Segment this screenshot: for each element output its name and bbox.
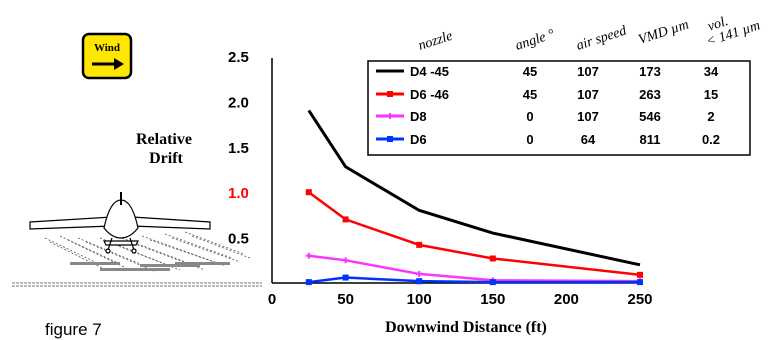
right-arrow-icon [92, 58, 124, 70]
legend-cell-angle: 0 [526, 132, 533, 147]
legend-cell-air: 64 [581, 132, 596, 147]
data-point [342, 257, 349, 264]
data-point [637, 271, 643, 278]
airplane-icon [29, 192, 211, 254]
y-tick-label: 1.0 [228, 185, 249, 202]
data-point [342, 216, 349, 223]
y-axis-tick-labels: 0.5 1.0 1.5 2.0 2.5 [228, 49, 249, 248]
legend-cell-vmd: 173 [639, 64, 661, 79]
y-tick-label: 0.5 [228, 231, 249, 248]
y-tick-label: 2.0 [228, 94, 249, 111]
legend-table: D4 -45 45 107 173 34 D6 -46 45 107 263 15 D8 0 107 54… [367, 60, 751, 156]
data-point [305, 279, 312, 286]
legend-column-headers: nozzle angle ° air speed VMD µm vol.< 141 µm [417, 14, 763, 54]
legend-cell-vol: 15 [704, 87, 718, 102]
y-axis-label: Relative Drift [136, 131, 196, 167]
legend-cell-angle: 0 [526, 109, 533, 124]
legend-header: nozzle [417, 29, 455, 54]
legend-header-text: VMD µm [637, 17, 691, 47]
legend-cell-vol: 0.2 [702, 132, 720, 147]
data-point [305, 189, 312, 196]
series-lines [305, 109, 643, 286]
legend-header: VMD µm [637, 17, 691, 47]
legend-series-name: D6 [410, 132, 427, 147]
legend-box [367, 60, 751, 156]
airplane-spray-illustration [12, 192, 262, 287]
data-point [342, 274, 349, 281]
legend-cell-air: 107 [577, 87, 599, 102]
legend-cell-vol: 34 [704, 64, 719, 79]
spray-drift-pattern [44, 231, 251, 273]
x-axis-tick-labels: 0 50 100 150 200 250 [268, 291, 653, 308]
data-point [489, 279, 496, 286]
x-tick-label: 200 [554, 291, 579, 308]
legend-header-text: vol. [706, 14, 730, 35]
data-point [305, 252, 312, 259]
legend-row: D6 0 64 811 0.2 [376, 132, 720, 147]
data-point [489, 255, 496, 262]
x-tick-label: 50 [337, 291, 354, 308]
legend-cell-vol: 2 [707, 109, 714, 124]
legend-marker [387, 91, 393, 97]
legend-cell-vmd: 263 [639, 87, 661, 102]
x-tick-label: 150 [480, 291, 505, 308]
legend-row: D8 0 107 546 2 [376, 109, 715, 124]
legend-row: D4 -45 45 107 173 34 [376, 64, 719, 79]
data-point [416, 278, 423, 285]
y-tick-label: 2.5 [228, 49, 249, 66]
legend-marker [387, 136, 393, 142]
legend-header-text: nozzle [417, 29, 455, 54]
x-tick-label: 100 [407, 291, 432, 308]
legend-cell-air: 107 [577, 109, 599, 124]
legend-cell-air: 107 [577, 64, 599, 79]
legend-cell-vmd: 546 [639, 109, 661, 124]
legend-header-text: angle ° [514, 27, 557, 54]
y-tick-label: 1.5 [228, 140, 249, 157]
data-point [416, 241, 423, 248]
legend-cell-angle: 45 [523, 64, 537, 79]
figure-caption: figure 7 [45, 320, 102, 339]
legend-cell-angle: 45 [523, 87, 537, 102]
legend-series-name: D4 -45 [410, 64, 449, 79]
data-point [416, 270, 423, 277]
legend-series-name: D6 -46 [410, 87, 449, 102]
legend-header-text: air speed [575, 23, 630, 54]
x-tick-label: 250 [627, 291, 652, 308]
legend-header: angle ° [514, 27, 557, 54]
y-axis-label-line-2: Drift [149, 150, 183, 167]
wind-badge: Wind [81, 32, 133, 80]
legend-marker [387, 113, 393, 119]
legend-header: air speed [575, 23, 630, 54]
data-point [637, 279, 643, 286]
legend-cell-vmd: 811 [640, 132, 661, 147]
x-tick-label: 0 [268, 291, 276, 308]
legend-row: D6 -46 45 107 263 15 [376, 87, 718, 102]
legend-series-name: D8 [410, 109, 427, 124]
legend-header: vol.< 141 µm [705, 14, 763, 50]
x-axis-label: Downwind Distance (ft) [385, 319, 547, 336]
y-axis-label-line-1: Relative [136, 131, 192, 148]
wind-label: Wind [94, 42, 120, 54]
